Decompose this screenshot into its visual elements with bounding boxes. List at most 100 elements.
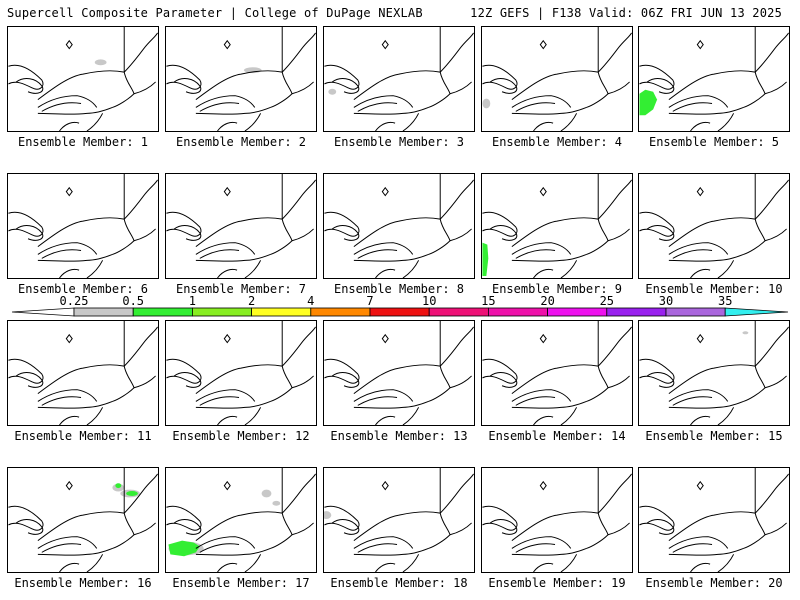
map-boundary-line	[244, 260, 262, 278]
colorbar-segment	[724, 307, 789, 317]
map-boundary-line	[37, 106, 113, 115]
map-boundary-line	[112, 366, 135, 402]
map-boundary-line	[597, 179, 632, 220]
colorbar-segment	[606, 307, 667, 317]
scp-shading	[324, 511, 332, 520]
map-boundary-line	[764, 375, 787, 389]
map-boundary-line	[353, 242, 414, 255]
colorbar-tick-label: 25	[600, 294, 614, 308]
map-boundary-line	[291, 228, 314, 242]
station-marker-icon	[223, 186, 231, 197]
run-valid-time: 12Z GEFS | F138 Valid: 06Z FRI JUN 13 20…	[470, 6, 782, 20]
map-boundary-line	[754, 179, 789, 220]
map-boundary-line	[639, 64, 675, 90]
map-boundary-line	[324, 505, 360, 531]
map-boundary-line	[754, 326, 789, 367]
ensemble-member-map-10	[638, 173, 790, 279]
member-map-svg	[166, 321, 316, 425]
colorbar-segment	[191, 307, 252, 317]
map-boundary-line	[217, 562, 238, 572]
map-boundary-line	[449, 375, 472, 389]
map-boundary-line	[607, 522, 630, 536]
map-boundary-line	[41, 543, 82, 553]
ensemble-member-map-19	[481, 467, 633, 573]
map-boundary-line	[482, 505, 518, 531]
scp-shading	[328, 88, 337, 95]
map-title: Supercell Composite Parameter | College …	[7, 6, 423, 20]
map-boundary-line	[743, 513, 766, 549]
map-boundary-line	[270, 219, 293, 255]
ensemble-member-map-1	[7, 26, 159, 132]
colorbar-tick-label: 30	[659, 294, 673, 308]
map-boundary-line	[353, 217, 441, 247]
map-boundary-line	[357, 102, 398, 112]
map-boundary-line	[482, 64, 518, 90]
map-boundary-line	[59, 121, 80, 131]
map-boundary-line	[353, 70, 441, 100]
map-boundary-line	[353, 389, 414, 402]
map-boundary-line	[533, 562, 554, 572]
map-boundary-line	[597, 326, 632, 367]
map-boundary-line	[123, 326, 158, 367]
map-boundary-line	[717, 113, 735, 131]
ensemble-member-map-3	[323, 26, 475, 132]
map-boundary-line	[375, 268, 396, 278]
map-boundary-line	[37, 364, 125, 394]
ensemble-member-map-9	[481, 173, 633, 279]
map-boundary-line	[357, 249, 398, 259]
map-boundary-line	[668, 511, 756, 541]
map-boundary-line	[195, 547, 271, 556]
ensemble-member-map-4	[481, 26, 633, 132]
map-boundary-line	[15, 78, 44, 94]
map-boundary-line	[672, 249, 713, 259]
map-boundary-line	[668, 547, 744, 556]
map-boundary-line	[482, 211, 518, 237]
map-boundary-line	[482, 358, 518, 384]
map-boundary-line	[112, 219, 135, 255]
map-boundary-line	[195, 364, 283, 394]
map-boundary-line	[133, 228, 156, 242]
ensemble-member-map-20	[638, 467, 790, 573]
ensemble-member-label: Ensemble Member: 20	[645, 576, 783, 590]
map-boundary-line	[439, 179, 474, 220]
map-boundary-line	[428, 72, 451, 108]
ensemble-member-label: Ensemble Member: 7	[175, 282, 307, 296]
map-boundary-line	[166, 64, 202, 90]
ensemble-member-label: Ensemble Member: 15	[645, 429, 783, 443]
map-boundary-line	[597, 473, 632, 514]
station-marker-icon	[696, 480, 704, 491]
member-map-svg	[8, 468, 158, 572]
map-boundary-line	[668, 389, 729, 402]
map-boundary-line	[270, 513, 293, 549]
map-boundary-line	[37, 400, 113, 409]
member-map-svg	[8, 27, 158, 131]
map-boundary-line	[672, 102, 713, 112]
map-boundary-line	[244, 113, 262, 131]
map-boundary-line	[195, 400, 271, 409]
station-marker-icon	[381, 186, 389, 197]
map-boundary-line	[668, 106, 744, 115]
scp-shading	[742, 331, 749, 335]
map-boundary-line	[511, 547, 587, 556]
ensemble-member-map-2	[165, 26, 317, 132]
map-boundary-line	[15, 225, 44, 241]
map-boundary-line	[515, 249, 556, 259]
map-boundary-line	[511, 511, 599, 541]
map-boundary-line	[281, 326, 316, 367]
map-boundary-line	[690, 415, 711, 425]
map-boundary-line	[357, 396, 398, 406]
ensemble-member-label: Ensemble Member: 6	[17, 282, 149, 296]
scp-shading	[482, 242, 489, 277]
colorbar-tick-label: 0.25	[60, 294, 89, 308]
member-map-svg	[482, 174, 632, 278]
map-boundary-line	[646, 372, 675, 388]
map-boundary-line	[489, 519, 518, 535]
ensemble-member-label: Ensemble Member: 16	[14, 576, 152, 590]
map-boundary-line	[375, 415, 396, 425]
map-boundary-line	[195, 95, 256, 108]
ensemble-member-label: Ensemble Member: 12	[172, 429, 310, 443]
map-boundary-line	[511, 389, 572, 402]
map-boundary-line	[244, 407, 262, 425]
map-boundary-line	[489, 78, 518, 94]
map-boundary-line	[764, 522, 787, 536]
